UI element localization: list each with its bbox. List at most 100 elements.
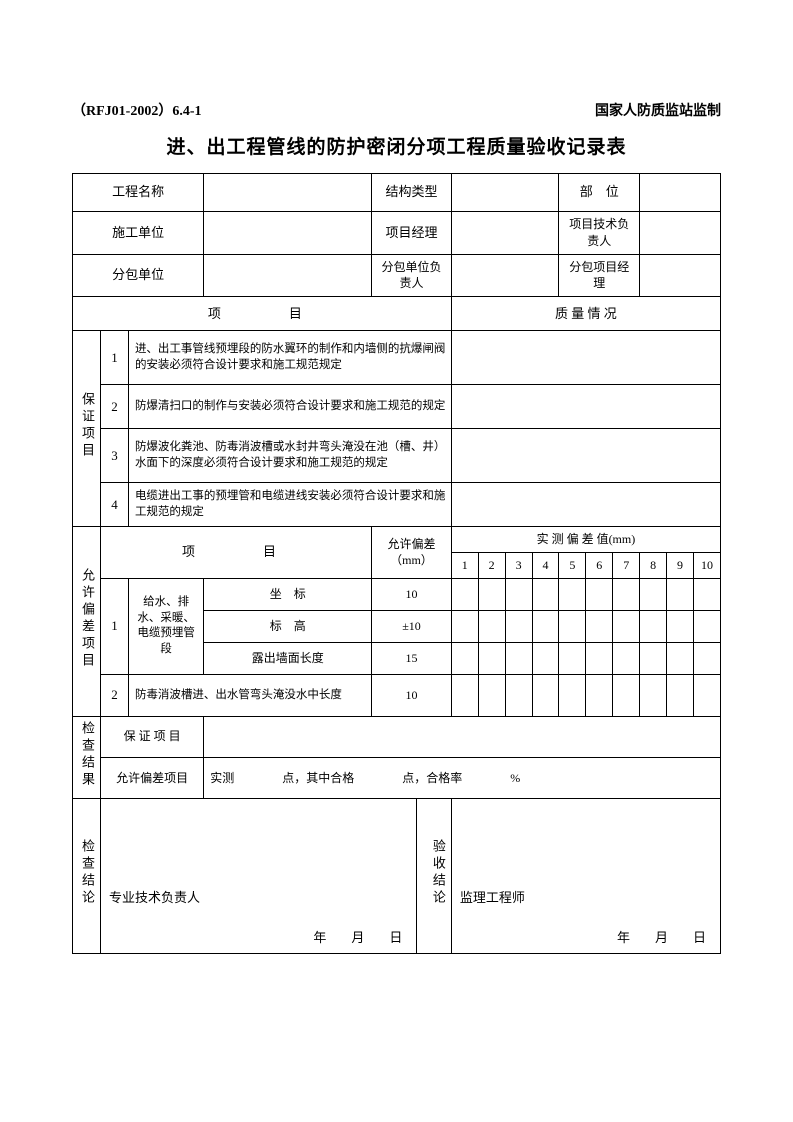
guarantee-label: 保证项目: [73, 331, 101, 527]
col-n: 8: [640, 552, 667, 578]
dev-cell[interactable]: [613, 578, 640, 610]
col-n: 6: [586, 552, 613, 578]
tech-signer-label: 专业技术负责人: [109, 889, 408, 907]
cr-row1-field[interactable]: [204, 716, 721, 757]
dev-cell[interactable]: [532, 610, 559, 642]
doc-authority: 国家人防质监站监制: [595, 100, 721, 120]
field-sub-pm[interactable]: [640, 254, 721, 297]
dev-cell[interactable]: [478, 674, 505, 716]
field-contractor[interactable]: [204, 212, 372, 255]
dev-cell[interactable]: [505, 578, 532, 610]
dev-tol: 10: [372, 578, 452, 610]
col-n: 5: [559, 552, 586, 578]
date-right: 年 月 日: [460, 929, 712, 947]
dev-cell[interactable]: [478, 610, 505, 642]
dev-cell[interactable]: [478, 578, 505, 610]
g-row-n: 1: [100, 331, 128, 385]
g-row-n: 3: [100, 429, 128, 483]
g-row-n: 4: [100, 483, 128, 527]
col-n: 10: [693, 552, 720, 578]
dev-cell[interactable]: [586, 642, 613, 674]
cr-row1-label: 保 证 项 目: [100, 716, 203, 757]
dev-cell[interactable]: [667, 578, 694, 610]
col-n: 9: [667, 552, 694, 578]
label-subcontractor: 分包单位: [73, 254, 204, 297]
label-tech-lead: 项目技术负责人: [559, 212, 640, 255]
dev-cell[interactable]: [693, 610, 720, 642]
header-measured: 实 测 偏 差 值(mm): [451, 527, 720, 553]
label-sub-lead: 分包单位负责人: [372, 254, 452, 297]
doc-title: 进、出工程管线的防护密闭分项工程质量验收记录表: [72, 132, 721, 159]
dev-cell[interactable]: [586, 578, 613, 610]
dev-cell[interactable]: [505, 642, 532, 674]
header-quality: 质 量 情 况: [451, 297, 720, 331]
col-n: 2: [478, 552, 505, 578]
g-row-text: 防爆清扫口的制作与安装必须符合设计要求和施工规范的规定: [128, 385, 451, 429]
dev-cell[interactable]: [613, 642, 640, 674]
g-row-result[interactable]: [451, 483, 720, 527]
supervisor-label: 监理工程师: [460, 889, 712, 907]
field-project-name[interactable]: [204, 174, 372, 212]
conclusion-right-field[interactable]: 监理工程师 年 月 日: [451, 798, 720, 953]
dev-cell[interactable]: [640, 610, 667, 642]
dev-cell[interactable]: [451, 674, 478, 716]
dev-cell[interactable]: [640, 578, 667, 610]
dev-cell[interactable]: [667, 674, 694, 716]
dev-cell[interactable]: [586, 610, 613, 642]
dev-cell[interactable]: [693, 642, 720, 674]
dev-cell[interactable]: [559, 610, 586, 642]
check-result-label: 检查结果: [73, 716, 101, 798]
cr-row2-text: 实测 点，其中合格 点，合格率 %: [204, 757, 721, 798]
header-item-2: 项 目: [100, 527, 371, 579]
dev-tol: 15: [372, 642, 452, 674]
dev-cell[interactable]: [586, 674, 613, 716]
dev-cell[interactable]: [478, 642, 505, 674]
label-sub-pm: 分包项目经 理: [559, 254, 640, 297]
dev-cell[interactable]: [532, 578, 559, 610]
dev-cell[interactable]: [532, 674, 559, 716]
dev-cell[interactable]: [559, 578, 586, 610]
dev-cell[interactable]: [613, 674, 640, 716]
g-row-text: 进、出工事管线预埋段的防水翼环的制作和内墙侧的抗爆闸阀的安装必须符合设计要求和施…: [128, 331, 451, 385]
dev-cell[interactable]: [505, 674, 532, 716]
conclusion-right-label: 验收结论: [417, 798, 451, 953]
cr-row2-label: 允许偏差项目: [100, 757, 203, 798]
dev-cell[interactable]: [451, 610, 478, 642]
field-position[interactable]: [640, 174, 721, 212]
conclusion-left-field[interactable]: 专业技术负责人 年 月 日: [100, 798, 416, 953]
field-subcontractor[interactable]: [204, 254, 372, 297]
conclusion-left-label: 检查结论: [73, 798, 101, 953]
dev-cell[interactable]: [451, 578, 478, 610]
g-row-result[interactable]: [451, 385, 720, 429]
dev-cell[interactable]: [640, 642, 667, 674]
field-pm[interactable]: [451, 212, 559, 255]
dev-cell[interactable]: [667, 610, 694, 642]
header-tolerance: 允许偏差（mm）: [372, 527, 452, 579]
dev-cell[interactable]: [613, 610, 640, 642]
label-position: 部 位: [559, 174, 640, 212]
dev-tol: ±10: [372, 610, 452, 642]
label-structure-type: 结构类型: [372, 174, 452, 212]
g-row-text: 防爆波化粪池、防毒消波槽或水封井弯头淹没在池（槽、井）水面下的深度必须符合设计要…: [128, 429, 451, 483]
dev-cell[interactable]: [693, 674, 720, 716]
field-sub-lead[interactable]: [451, 254, 559, 297]
label-project-name: 工程名称: [73, 174, 204, 212]
dev-cell[interactable]: [693, 578, 720, 610]
g-row-result[interactable]: [451, 429, 720, 483]
col-n: 3: [505, 552, 532, 578]
dev-cell[interactable]: [559, 642, 586, 674]
dev-cell[interactable]: [505, 610, 532, 642]
dev-cell[interactable]: [532, 642, 559, 674]
dev-cell[interactable]: [451, 642, 478, 674]
dev-cell[interactable]: [640, 674, 667, 716]
dev-cell[interactable]: [559, 674, 586, 716]
g-row-result[interactable]: [451, 331, 720, 385]
dev-row-n: 2: [100, 674, 128, 716]
field-structure-type[interactable]: [451, 174, 559, 212]
col-n: 1: [451, 552, 478, 578]
dev-cell[interactable]: [667, 642, 694, 674]
dev-group-n: 1: [100, 578, 128, 674]
doc-code: （RFJ01-2002）6.4-1: [72, 100, 202, 120]
field-tech-lead[interactable]: [640, 212, 721, 255]
dev-sub: 露出墙面长度: [204, 642, 372, 674]
